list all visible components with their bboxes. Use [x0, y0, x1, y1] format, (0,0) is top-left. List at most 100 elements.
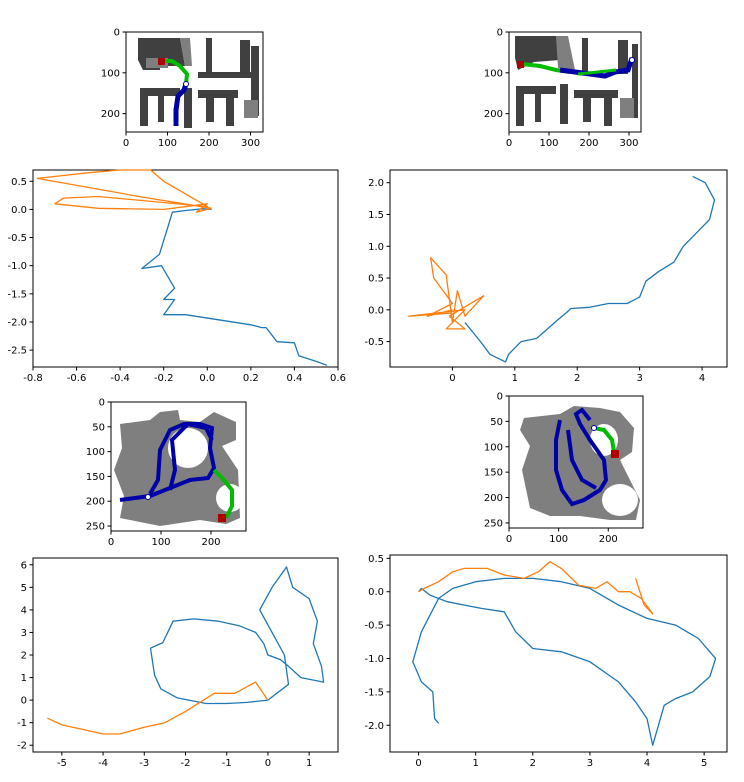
x-tick-label: 1 [472, 758, 478, 769]
y-tick-label: -2.0 [364, 721, 384, 732]
y-tick-label: 0 [114, 28, 120, 39]
x-tick-label: -1 [222, 758, 232, 769]
x-tick-label: 100 [151, 537, 170, 548]
x-tick-label: 3 [587, 758, 593, 769]
x-tick-label: 300 [241, 138, 260, 149]
y-tick-label: 0.5 [11, 177, 27, 188]
y-tick-label: 50 [92, 422, 105, 433]
series-line-1 [464, 175, 716, 363]
x-tick-label: 2 [530, 758, 536, 769]
y-tick-label: 200 [484, 109, 503, 120]
y-tick-label: -1 [17, 718, 27, 729]
axes-6: 0 100 200 0 50 100 150 200 250 [484, 392, 618, 546]
map-image-3 [114, 410, 244, 526]
map-panel-3 [110, 401, 247, 532]
y-tick-label: -2.0 [7, 317, 27, 328]
x-tick-label: 100 [158, 138, 177, 149]
y-tick-label: 4 [21, 605, 27, 616]
y-tick-label: -0.5 [7, 233, 27, 244]
axes-1: 0 100 200 300 0 100 200 [101, 28, 260, 150]
x-tick-label: 0 [506, 138, 512, 149]
x-tick-label: 0.6 [330, 373, 346, 384]
axes-8: 0 1 2 3 4 5 0.5 0.0 -0.5 -1.0 -1.5 -2.0 [364, 554, 728, 769]
y-tick-label: 0.0 [11, 205, 27, 216]
x-tick-label: -4 [98, 758, 108, 769]
y-tick-label: 100 [484, 442, 503, 453]
x-tick-label: 0.4 [286, 373, 302, 384]
y-tick-label: -2.5 [7, 346, 27, 357]
y-tick-label: -0.5 [364, 621, 384, 632]
y-tick-label: 2 [21, 651, 27, 662]
y-tick-label: 150 [86, 472, 105, 483]
y-tick-label: 50 [490, 417, 503, 428]
x-tick-label: -3 [139, 758, 149, 769]
axes-7: -5 -4 -3 -2 -1 0 1 6 5 4 3 2 1 0 -1 -2 [17, 557, 339, 769]
y-tick-label: 100 [484, 68, 503, 79]
x-tick-label: -0.8 [23, 373, 43, 384]
x-tick-label: 100 [549, 534, 568, 545]
series-line-2 [408, 257, 485, 330]
x-tick-label: 2 [574, 373, 580, 384]
x-tick-label: -2 [181, 758, 191, 769]
x-tick-label: 0 [265, 758, 271, 769]
series-line-2 [47, 681, 269, 735]
y-tick-label: 1.5 [368, 210, 384, 221]
map-image-2 [515, 36, 638, 126]
x-tick-label: -0.2 [154, 373, 174, 384]
series-line-2 [418, 561, 654, 615]
x-tick-label: 0 [123, 138, 129, 149]
x-tick-label: 1 [512, 373, 518, 384]
y-tick-label: -1.5 [7, 289, 27, 300]
y-tick-label: -1.0 [364, 654, 384, 665]
y-tick-label: 250 [484, 518, 503, 529]
y-tick-label: 200 [484, 493, 503, 504]
x-tick-label: 200 [201, 537, 220, 548]
series-line-1 [412, 577, 717, 746]
y-tick-label: 200 [86, 497, 105, 508]
y-tick-label: 0.0 [368, 305, 384, 316]
axes-3: -0.8 -0.6 -0.4 -0.2 0.0 0.2 0.4 0.6 0.5 0.0 -0.5 -1… [7, 169, 346, 384]
x-tick-label: -0.4 [110, 373, 130, 384]
x-tick-label: 0 [415, 758, 421, 769]
x-tick-label: 0 [108, 537, 114, 548]
map-panel-1 [125, 31, 264, 133]
y-tick-label: 100 [101, 68, 120, 79]
x-tick-label: 200 [579, 138, 598, 149]
axes-frame [389, 169, 728, 368]
x-tick-label: 4 [644, 758, 650, 769]
x-tick-label: 100 [539, 138, 558, 149]
axes-5: 0 100 200 0 50 100 150 200 250 [86, 398, 221, 549]
x-tick-label: 0.2 [243, 373, 259, 384]
x-tick-label: 0.0 [199, 373, 215, 384]
x-tick-label: 4 [699, 373, 705, 384]
y-tick-label: 6 [21, 560, 27, 571]
x-tick-label: -5 [57, 758, 67, 769]
y-tick-label: 1.0 [368, 242, 384, 253]
y-tick-label: 0 [497, 392, 503, 403]
y-tick-label: 0.5 [368, 554, 384, 565]
y-tick-label: 3 [21, 628, 27, 639]
y-tick-label: 0 [99, 398, 105, 409]
x-tick-label: -0.6 [67, 373, 87, 384]
x-tick-label: 0 [449, 373, 455, 384]
y-tick-label: 150 [484, 468, 503, 479]
y-tick-label: 200 [101, 109, 120, 120]
y-tick-label: 2.0 [368, 178, 384, 189]
x-tick-label: 200 [599, 534, 618, 545]
map-image-1 [138, 38, 259, 128]
y-tick-label: -1.0 [7, 261, 27, 272]
series-line-1 [141, 208, 328, 366]
x-tick-label: 1 [306, 758, 312, 769]
y-tick-label: 250 [86, 522, 105, 533]
y-tick-label: -2 [17, 741, 27, 752]
axes-2: 0 100 200 300 0 100 200 [484, 28, 639, 150]
series-line-2 [36, 169, 212, 213]
axes-4: 0 1 2 3 4 2.0 1.5 1.0 0.5 0.0 -0.5 [364, 169, 728, 384]
y-tick-label: 0.0 [368, 587, 384, 598]
map-image-4 [520, 406, 640, 520]
y-tick-label: 0 [497, 28, 503, 39]
x-tick-label: 0 [506, 534, 512, 545]
series-line-1 [149, 566, 325, 705]
